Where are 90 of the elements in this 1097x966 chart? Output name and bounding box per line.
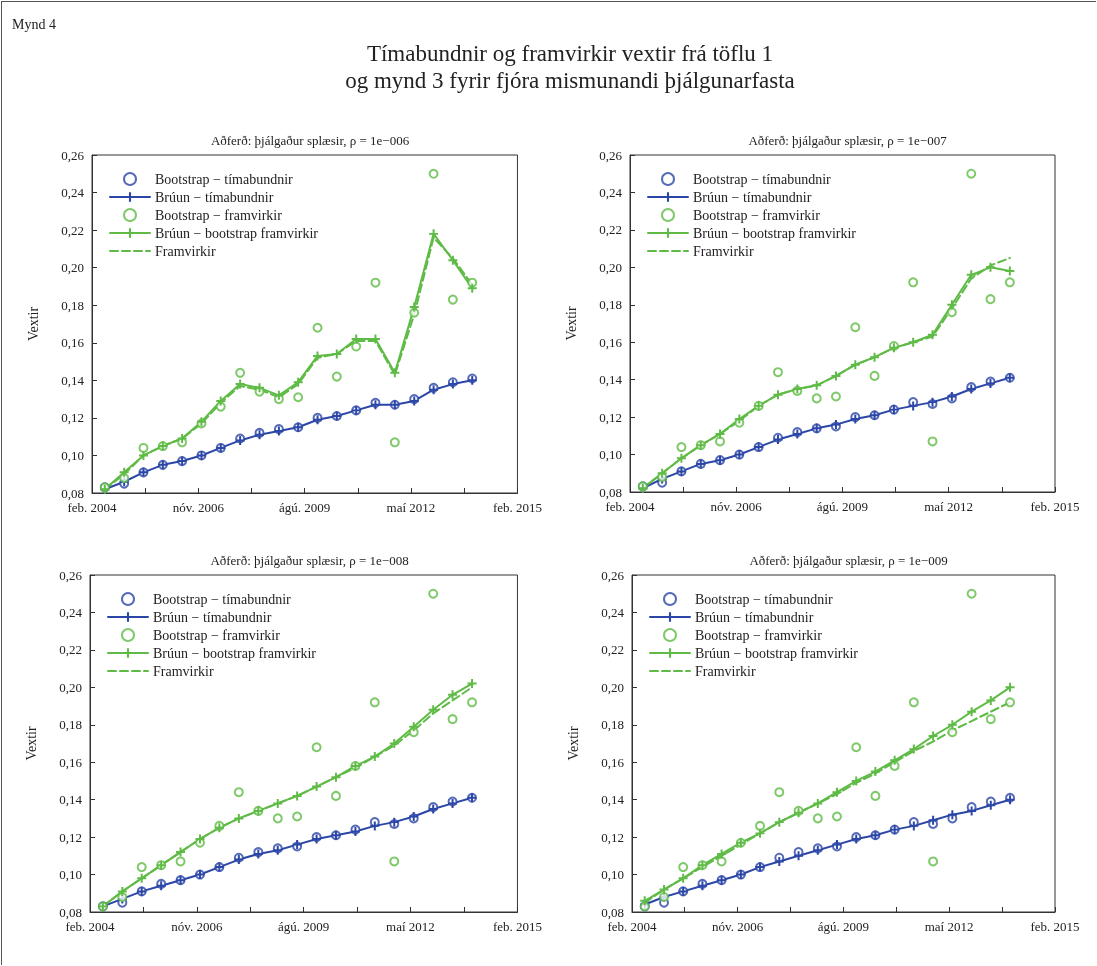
- x-tick-label: ágú. 2009: [817, 919, 870, 934]
- y-tick-label: 0,18: [59, 717, 82, 733]
- y-tick-label: 0,24: [61, 185, 85, 201]
- x-tick-label: feb. 2004: [607, 919, 658, 934]
- y-tick-label: 0,22: [59, 642, 82, 658]
- x-tick-label: maí 2012: [924, 919, 974, 934]
- x-tick-label: feb. 2015: [1030, 499, 1080, 514]
- y-tick-label: 0,16: [599, 334, 623, 350]
- x-tick-label: feb. 2015: [492, 500, 543, 515]
- legend-label: Bootstrap − framvirkir: [695, 627, 823, 643]
- y-tick-label: 0,14: [599, 372, 623, 388]
- y-tick-label: 0,10: [59, 867, 82, 883]
- y-tick-label: 0,20: [601, 679, 624, 695]
- legend-label: Framvirkir: [695, 663, 756, 679]
- x-tick-label: maí 2012: [386, 500, 436, 515]
- y-tick-label: 0,12: [599, 409, 622, 425]
- legend-label: Brúun − tímabundnir: [693, 189, 812, 205]
- x-tick-label: maí 2012: [386, 919, 435, 934]
- x-tick-label: ágú. 2009: [277, 919, 330, 934]
- chart-title: Aðferð: þjálgaður splæsir, ρ = 1e−008: [210, 553, 409, 568]
- y-tick-label: 0,22: [61, 222, 84, 238]
- x-tick-label: feb. 2004: [65, 919, 116, 934]
- y-tick-label: 0,16: [601, 754, 625, 770]
- x-tick-label: ágú. 2009: [278, 500, 331, 515]
- y-axis-title: Vextir: [25, 306, 41, 342]
- legend-label: Bootstrap − tímabundnir: [153, 591, 292, 607]
- x-tick-label: feb. 2015: [1030, 919, 1080, 934]
- x-tick-label: feb. 2015: [492, 919, 543, 934]
- y-tick-label: 0,08: [59, 904, 82, 920]
- y-tick-label: 0,18: [61, 297, 84, 313]
- y-tick-label: 0,08: [601, 904, 624, 920]
- x-tick-label: nóv. 2006: [712, 919, 764, 934]
- y-tick-label: 0,26: [61, 147, 85, 163]
- y-tick-label: 0,26: [59, 567, 83, 583]
- legend-label: Brúun − tímabundnir: [155, 189, 274, 205]
- y-tick-label: 0,08: [599, 484, 622, 500]
- legend-label: Brúun − bootstrap framvirkir: [155, 225, 319, 241]
- y-tick-label: 0,14: [601, 792, 625, 808]
- legend-label: Brúun − tímabundnir: [153, 609, 272, 625]
- legend-label: Bootstrap − framvirkir: [153, 627, 281, 643]
- legend-label: Bootstrap − framvirkir: [155, 207, 283, 223]
- legend-label: Brúun − bootstrap framvirkir: [695, 645, 859, 661]
- x-tick-label: feb. 2004: [605, 499, 656, 514]
- text: Tímabundnir og framvirkir vextir frá töflu 1 og mynd 3 fyrir fjóra mismunandi þjálgunarfasta: [344, 40, 796, 94]
- chart-title: Aðferð: þjálgaður splæsir, ρ = 1e−006: [210, 133, 410, 148]
- y-tick-label: 0,26: [599, 147, 623, 163]
- y-tick-label: 0,14: [59, 792, 83, 808]
- legend-label: Bootstrap − tímabundnir: [693, 171, 832, 187]
- legend-label: Framvirkir: [155, 243, 216, 259]
- legend-label: Bootstrap − tímabundnir: [155, 171, 294, 187]
- y-tick-label: 0,22: [601, 642, 624, 658]
- y-tick-label: 0,24: [599, 184, 623, 200]
- y-tick-label: 0,24: [601, 604, 625, 620]
- y-tick-label: 0,26: [601, 567, 625, 583]
- x-tick-label: nóv. 2006: [710, 499, 763, 514]
- y-axis-title: Vextir: [563, 306, 579, 341]
- y-axis-title: Vextir: [23, 726, 39, 761]
- text: Mynd 4: [12, 17, 56, 33]
- y-tick-label: 0,24: [59, 604, 83, 620]
- legend-label: Framvirkir: [693, 243, 754, 259]
- legend-label: Bootstrap − tímabundnir: [695, 591, 834, 607]
- x-tick-label: ágú. 2009: [816, 499, 869, 514]
- y-tick-label: 0,18: [599, 297, 622, 313]
- legend-label: Framvirkir: [153, 663, 214, 679]
- y-tick-label: 0,12: [61, 410, 84, 426]
- y-axis-title: Vextir: [565, 726, 581, 761]
- x-tick-label: maí 2012: [924, 499, 973, 514]
- chart-title: Aðferð: þjálgaður splæsir, ρ = 1e−009: [749, 553, 948, 568]
- y-tick-label: 0,18: [601, 717, 624, 733]
- y-tick-label: 0,10: [599, 447, 622, 463]
- y-tick-label: 0,20: [59, 679, 82, 695]
- chart-title: Aðferð: þjálgaður splæsir, ρ = 1e−007: [748, 133, 948, 148]
- y-tick-label: 0,20: [61, 260, 84, 276]
- y-tick-label: 0,10: [61, 447, 84, 463]
- y-tick-label: 0,12: [601, 829, 624, 845]
- y-tick-label: 0,14: [61, 372, 85, 388]
- x-tick-label: nóv. 2006: [172, 500, 225, 515]
- y-tick-label: 0,10: [601, 867, 624, 883]
- legend-label: Brúun − bootstrap framvirkir: [153, 645, 317, 661]
- y-tick-label: 0,16: [61, 335, 85, 351]
- x-tick-label: feb. 2004: [67, 500, 118, 515]
- y-tick-label: 0,16: [59, 754, 83, 770]
- legend-label: Brúun − tímabundnir: [695, 609, 814, 625]
- y-tick-label: 0,12: [59, 829, 82, 845]
- y-tick-label: 0,20: [599, 259, 622, 275]
- legend-label: Bootstrap − framvirkir: [693, 207, 821, 223]
- x-tick-label: nóv. 2006: [171, 919, 223, 934]
- y-tick-label: 0,22: [599, 222, 622, 238]
- legend-label: Brúun − bootstrap framvirkir: [693, 225, 857, 241]
- y-tick-label: 0,08: [61, 485, 84, 501]
